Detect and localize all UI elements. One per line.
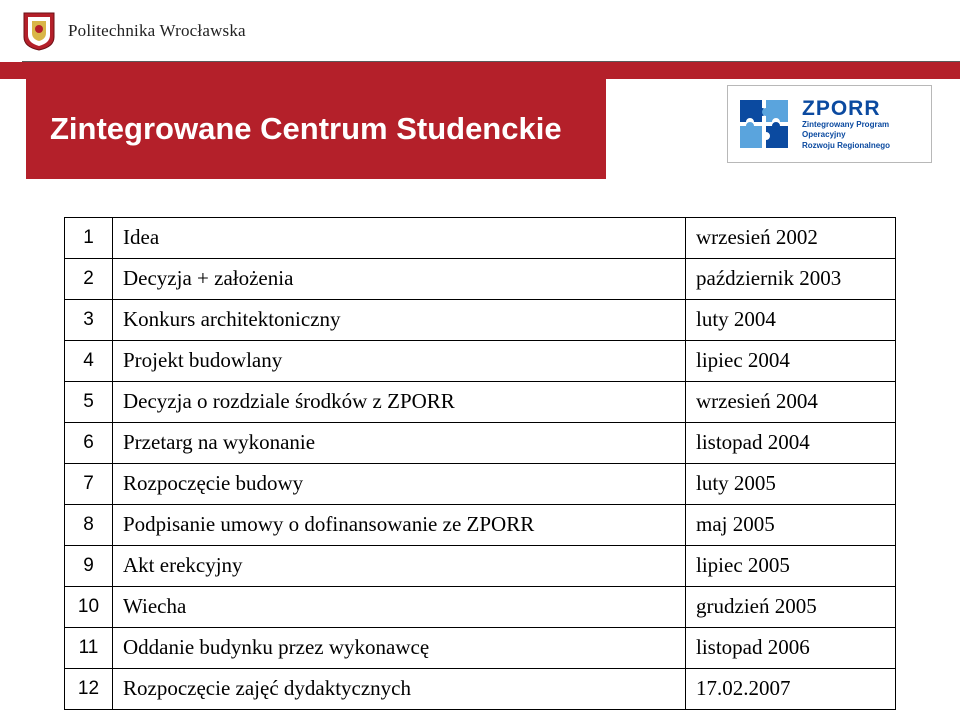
row-description: Akt erekcyjny (113, 546, 686, 587)
timeline-table-wrap: 1Ideawrzesień 20022Decyzja + założeniapa… (0, 179, 960, 710)
slide-title: Zintegrowane Centrum Studenckie (0, 111, 562, 147)
row-number: 3 (65, 300, 113, 341)
table-row: 9Akt erekcyjnylipiec 2005 (65, 546, 896, 587)
row-number: 6 (65, 423, 113, 464)
table-row: 7Rozpoczęcie budowyluty 2005 (65, 464, 896, 505)
row-date: lipiec 2004 (686, 341, 896, 382)
page-header: Politechnika Wrocławska (0, 0, 960, 62)
row-number: 4 (65, 341, 113, 382)
zporr-acronym: ZPORR (802, 98, 890, 119)
row-description: Rozpoczęcie zajęć dydaktycznych (113, 669, 686, 710)
row-description: Projekt budowlany (113, 341, 686, 382)
table-row: 3Konkurs architektonicznyluty 2004 (65, 300, 896, 341)
row-number: 11 (65, 628, 113, 669)
row-number: 1 (65, 218, 113, 259)
table-row: 6Przetarg na wykonanielistopad 2004 (65, 423, 896, 464)
row-number: 7 (65, 464, 113, 505)
zporr-badge: ZPORR Zintegrowany Program Operacyjny Ro… (727, 85, 932, 163)
row-description: Rozpoczęcie budowy (113, 464, 686, 505)
row-description: Konkurs architektoniczny (113, 300, 686, 341)
row-date: listopad 2006 (686, 628, 896, 669)
row-date: wrzesień 2004 (686, 382, 896, 423)
row-description: Oddanie budynku przez wykonawcę (113, 628, 686, 669)
row-description: Przetarg na wykonanie (113, 423, 686, 464)
row-description: Podpisanie umowy o dofinansowanie ze ZPO… (113, 505, 686, 546)
university-name: Politechnika Wrocławska (68, 21, 246, 41)
row-description: Decyzja + założenia (113, 259, 686, 300)
zporr-line1: Zintegrowany Program (802, 120, 890, 130)
row-date: wrzesień 2002 (686, 218, 896, 259)
table-row: 5Decyzja o rozdziale środków z ZPORRwrze… (65, 382, 896, 423)
row-date: listopad 2004 (686, 423, 896, 464)
university-crest-icon (22, 11, 56, 51)
row-number: 5 (65, 382, 113, 423)
table-row: 4Projekt budowlanylipiec 2004 (65, 341, 896, 382)
row-date: grudzień 2005 (686, 587, 896, 628)
row-date: lipiec 2005 (686, 546, 896, 587)
title-band: Zintegrowane Centrum Studenckie ZPORR Zi… (0, 79, 960, 179)
table-row: 12Rozpoczęcie zajęć dydaktycznych17.02.2… (65, 669, 896, 710)
row-number: 10 (65, 587, 113, 628)
row-description: Wiecha (113, 587, 686, 628)
row-number: 2 (65, 259, 113, 300)
row-date: październik 2003 (686, 259, 896, 300)
row-date: luty 2005 (686, 464, 896, 505)
row-number: 8 (65, 505, 113, 546)
zporr-line2: Operacyjny (802, 130, 890, 140)
zporr-line3: Rozwoju Regionalnego (802, 141, 890, 151)
table-row: 8Podpisanie umowy o dofinansowanie ze ZP… (65, 505, 896, 546)
zporr-text: ZPORR Zintegrowany Program Operacyjny Ro… (802, 98, 890, 151)
row-number: 9 (65, 546, 113, 587)
table-row: 2Decyzja + założeniapaździernik 2003 (65, 259, 896, 300)
row-description: Decyzja o rozdziale środków z ZPORR (113, 382, 686, 423)
table-row: 11Oddanie budynku przez wykonawcęlistopa… (65, 628, 896, 669)
row-date: luty 2004 (686, 300, 896, 341)
table-row: 10Wiechagrudzień 2005 (65, 587, 896, 628)
row-date: 17.02.2007 (686, 669, 896, 710)
row-date: maj 2005 (686, 505, 896, 546)
zporr-puzzle-icon (736, 96, 792, 152)
row-description: Idea (113, 218, 686, 259)
row-number: 12 (65, 669, 113, 710)
table-row: 1Ideawrzesień 2002 (65, 218, 896, 259)
timeline-table: 1Ideawrzesień 20022Decyzja + założeniapa… (64, 217, 896, 710)
